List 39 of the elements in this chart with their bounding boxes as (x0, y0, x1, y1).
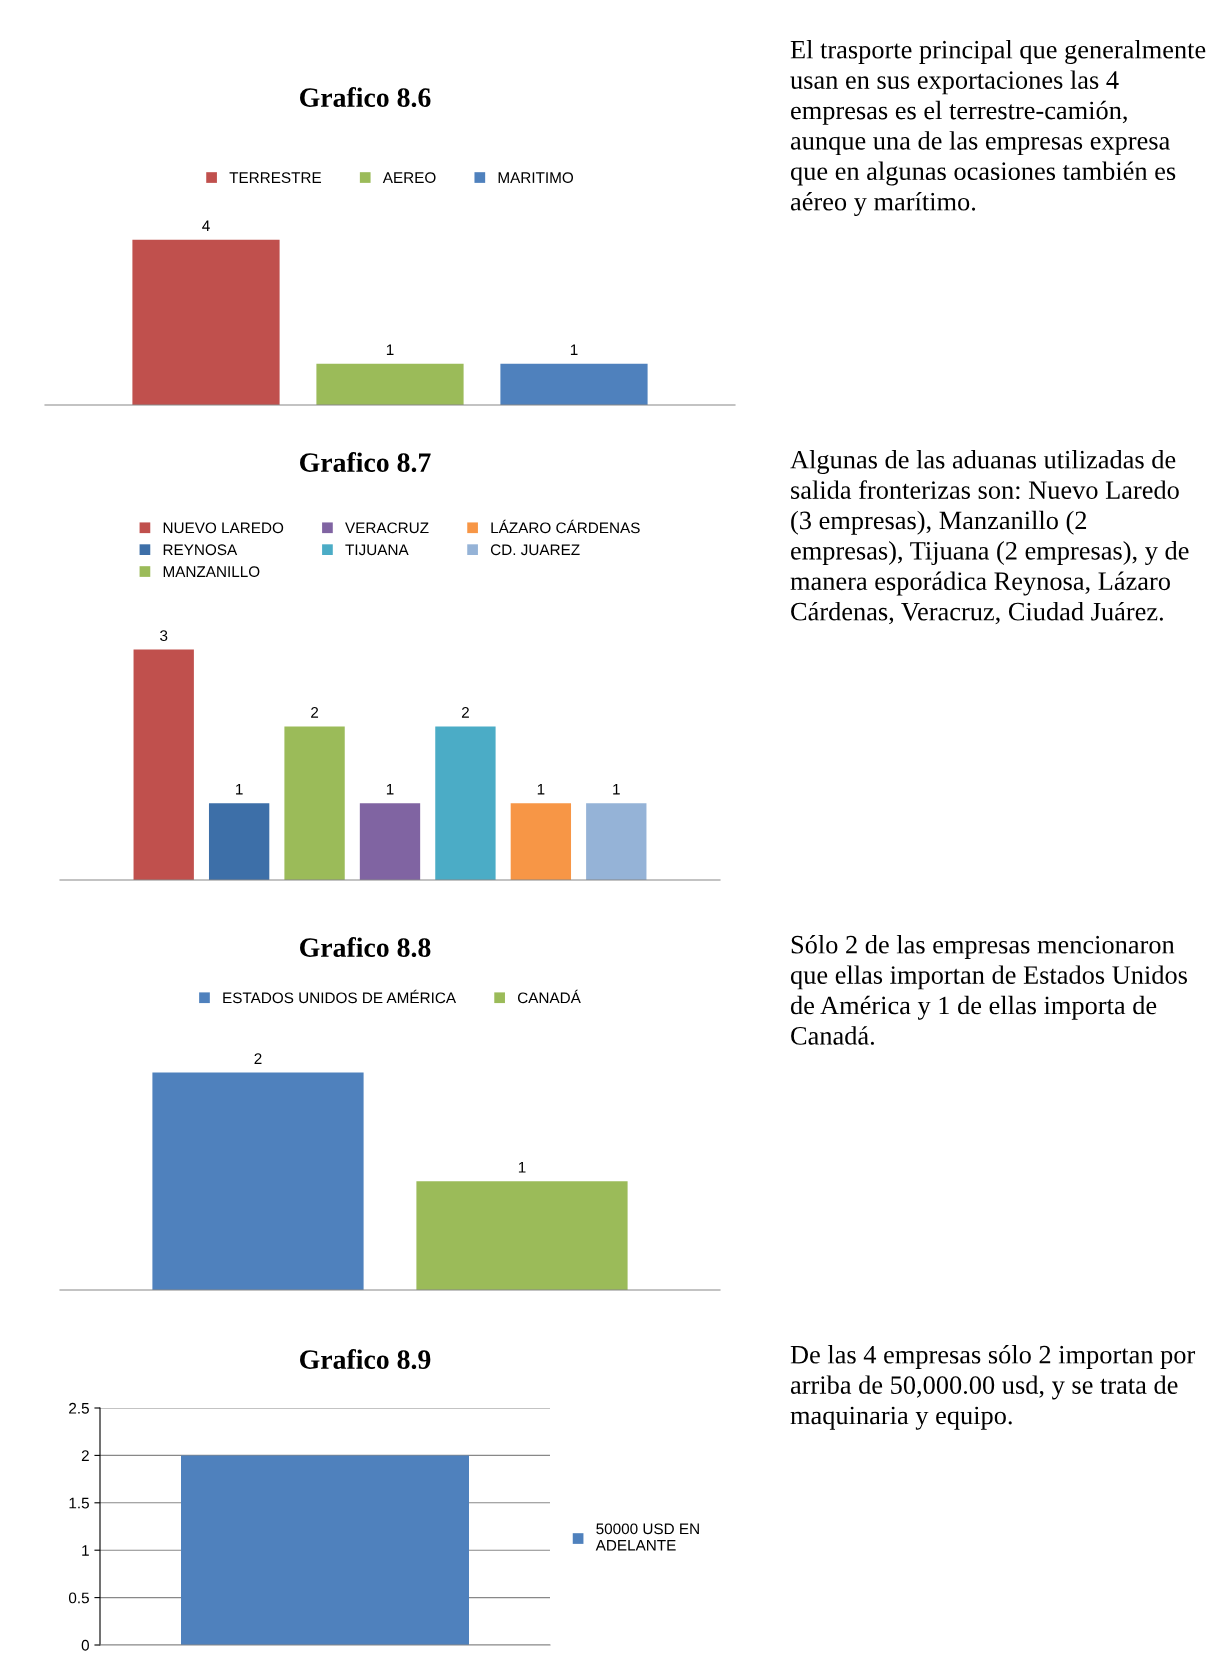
text: Algunas de las aduanas utilizadas de salida fronterizas son: Nuevo Laredo (3 empresas), Manzanillo (2 empresas), Tijuana (2 empresas), y de manera esporádica Reynosa, Lázaro Cárdenas, Veracruz, Ciudad Juárez. (790, 450, 1189, 625)
text: De las 4 empresas sólo 2 importan por arriba de 50,000.00 usd, y se trata de maquinaria y equipo. (790, 1345, 1196, 1430)
y-tick-label: 1 (82, 1545, 89, 1556)
legend-label: TIJUANA (345, 544, 409, 556)
y-tick-label: 2 (81, 1450, 89, 1461)
data-label: 1 (613, 783, 620, 795)
legend-label: MARITIMO (498, 172, 574, 184)
legend-label: REYNOSA (163, 544, 238, 556)
data-label: 1 (570, 344, 578, 355)
legend-label: CANADÁ (517, 989, 581, 1004)
data-label: 1 (236, 783, 243, 795)
legend-label: 50000 USD EN ADELANTE (595, 1523, 699, 1551)
legend-label: MANZANILLO (163, 566, 260, 578)
data-label: 2 (311, 706, 319, 718)
legend-label: CD. JUAREZ (490, 544, 580, 556)
y-tick-label: 0.5 (68, 1592, 89, 1604)
y-tick-label: 1.5 (69, 1497, 89, 1509)
y-tick-label: 2.5 (69, 1402, 89, 1414)
legend-label: AEREO (382, 172, 436, 184)
chart-title: Grafico 8.6 (300, 87, 431, 108)
data-label: 2 (254, 1053, 262, 1064)
legend-label: TERRESTRE (229, 172, 322, 184)
legend-label: LÁZARO CÁRDENAS (491, 519, 640, 534)
chart-title: Grafico 8.9 (300, 1349, 431, 1370)
y-tick-label: 0 (81, 1639, 89, 1651)
chart-title: Grafico 8.8 (300, 937, 431, 958)
data-label: 1 (386, 344, 394, 355)
chart-title: Grafico 8.7 (300, 452, 431, 473)
text: Sólo 2 de las empresas mencionaron que ellas importan de Estados Unidos de América y 1 de ellas importa de Canadá. (790, 935, 1187, 1045)
data-label: 1 (386, 783, 394, 795)
data-label: 1 (537, 783, 545, 795)
data-label: 2 (461, 706, 469, 718)
data-label: 3 (160, 630, 168, 641)
legend-label: ESTADOS UNIDOS DE AMÉRICA (223, 989, 457, 1004)
data-label: 4 (202, 220, 210, 232)
data-label: 1 (518, 1162, 526, 1173)
text: El trasporte principal que generalmente usan en sus exportaciones las 4 empresas es el terrestre-camión, aunque una de las empresas expresa que en algunas ocasiones también es aéreo y marítimo. (790, 40, 1206, 217)
legend-label: VERACRUZ (345, 522, 429, 534)
legend-label: NUEVO LAREDO (163, 522, 284, 534)
